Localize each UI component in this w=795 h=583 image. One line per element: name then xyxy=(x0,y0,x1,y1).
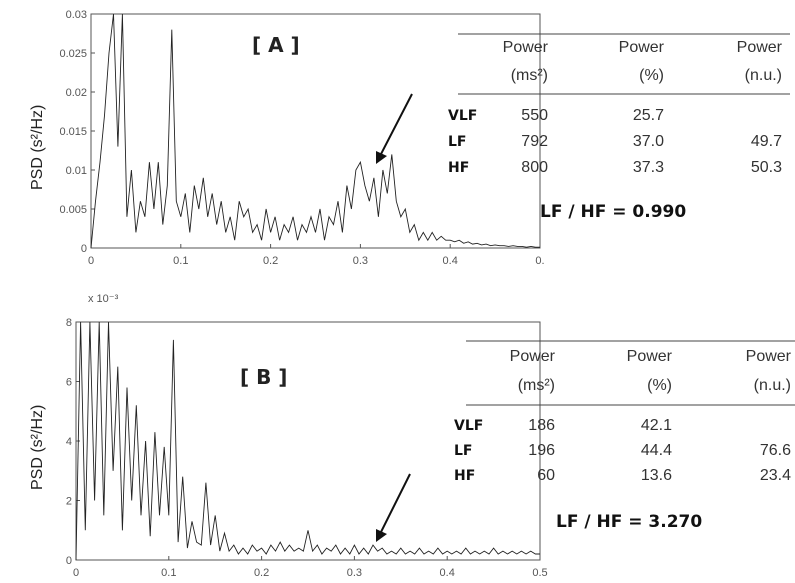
plot-frame xyxy=(90,13,541,249)
x-tick-label: 0.1 xyxy=(161,567,176,579)
table-header: Power xyxy=(627,348,673,365)
table-cell: 13.6 xyxy=(641,467,672,484)
x-tick-label: 0.5 xyxy=(532,567,547,579)
table-cell: 550 xyxy=(521,107,548,124)
table-header: Power xyxy=(510,348,556,365)
x-tick-label: 0. xyxy=(535,255,544,267)
y-tick-label: 0.03 xyxy=(66,9,87,21)
psd-series-line xyxy=(75,321,540,561)
panel-a-ratio: LF / HF = 0.990 xyxy=(540,202,686,222)
table-cell: 800 xyxy=(521,159,548,176)
x-tick-label: 0 xyxy=(73,567,79,579)
x-tick-label: 0.4 xyxy=(440,567,455,579)
table-row-label: HF xyxy=(454,468,475,484)
table-cell: 792 xyxy=(521,133,548,150)
y-tick-label: 8 xyxy=(66,317,72,329)
table-cell: 44.4 xyxy=(641,442,672,459)
panel-a-plot: 0 0.1 0.2 0.3 0.4 0. 0 0.005 0.01 0.015 0.02 0.025 0… xyxy=(59,9,544,267)
x-tick-label: 0.2 xyxy=(263,255,278,267)
table-cell: 37.0 xyxy=(633,133,664,150)
x-tick-label: 0.3 xyxy=(347,567,362,579)
panel-b-plot: 0 0.1 0.2 0.3 0.4 0.5 0 2 4 6 8 xyxy=(66,317,548,579)
y-tick-label: 0.01 xyxy=(66,165,87,177)
table-row-label: VLF xyxy=(448,108,477,124)
table-header-unit: (ms²) xyxy=(518,377,555,394)
x-tick-label: 0 xyxy=(88,255,94,267)
table-row-label: LF xyxy=(454,443,472,459)
y-tick-label: 0.005 xyxy=(59,204,87,216)
table-header-unit: (n.u.) xyxy=(745,67,782,84)
table-cell: 76.6 xyxy=(760,442,791,459)
psd-series-line xyxy=(90,13,540,249)
table-cell: 50.3 xyxy=(751,159,782,176)
table-cell: 49.7 xyxy=(751,133,782,150)
panel-b-label: [ B ] xyxy=(240,365,287,389)
panel-a-table: Power (ms²) Power (%) Power (n.u.) VLF 550 25.7 L… xyxy=(448,33,790,176)
panel-b-y-multiplier: x 10⁻³ xyxy=(88,293,119,305)
panel-b: x 10⁻³ PSD (s²/Hz) 0 0.1 0.2 0.3 0.4 0.5 0 2 4 6 8… xyxy=(29,293,795,579)
table-row-label: VLF xyxy=(454,418,483,434)
y-tick-label: 0 xyxy=(81,243,87,255)
panel-b-table: Power (ms²) Power (%) Power (n.u.) VLF 186 42.1 L… xyxy=(454,340,795,484)
table-cell: 196 xyxy=(528,442,555,459)
table-header: Power xyxy=(619,39,665,56)
panel-b-ratio: LF / HF = 3.270 xyxy=(556,512,702,532)
panel-b-ylabel: PSD (s²/Hz) xyxy=(29,405,46,490)
table-header-unit: (%) xyxy=(639,67,664,84)
table-cell: 60 xyxy=(537,467,555,484)
x-tick-label: 0.4 xyxy=(443,255,458,267)
x-tick-label: 0.3 xyxy=(353,255,368,267)
panel-a: PSD (s²/Hz) 0 0.1 0.2 0.3 0.4 0. 0 0.005 0.01 0.0… xyxy=(29,9,790,267)
y-tick-label: 0 xyxy=(66,555,72,567)
table-header-unit: (n.u.) xyxy=(754,377,791,394)
y-tick-label: 4 xyxy=(66,436,72,448)
panel-a-ylabel: PSD (s²/Hz) xyxy=(29,105,46,190)
y-tick-label: 0.02 xyxy=(66,87,87,99)
y-tick-label: 0.015 xyxy=(59,126,87,138)
table-cell: 23.4 xyxy=(760,467,791,484)
y-tick-label: 0.025 xyxy=(59,48,87,60)
panel-a-label: [ A ] xyxy=(252,33,300,57)
table-cell: 186 xyxy=(528,417,555,434)
table-header: Power xyxy=(746,348,792,365)
x-tick-label: 0.1 xyxy=(173,255,188,267)
table-cell: 25.7 xyxy=(633,107,664,124)
table-header-unit: (%) xyxy=(647,377,672,394)
x-tick-label: 0.2 xyxy=(254,567,269,579)
panel-b-arrow xyxy=(376,473,411,542)
table-row-label: LF xyxy=(448,134,466,150)
table-row-label: HF xyxy=(448,160,469,176)
y-tick-label: 2 xyxy=(66,496,72,508)
panel-a-arrow xyxy=(376,93,413,164)
table-header: Power xyxy=(737,39,783,56)
table-header-unit: (ms²) xyxy=(511,67,548,84)
table-cell: 37.3 xyxy=(633,159,664,176)
y-tick-label: 6 xyxy=(66,377,72,389)
table-header: Power xyxy=(503,39,549,56)
table-cell: 42.1 xyxy=(641,417,672,434)
